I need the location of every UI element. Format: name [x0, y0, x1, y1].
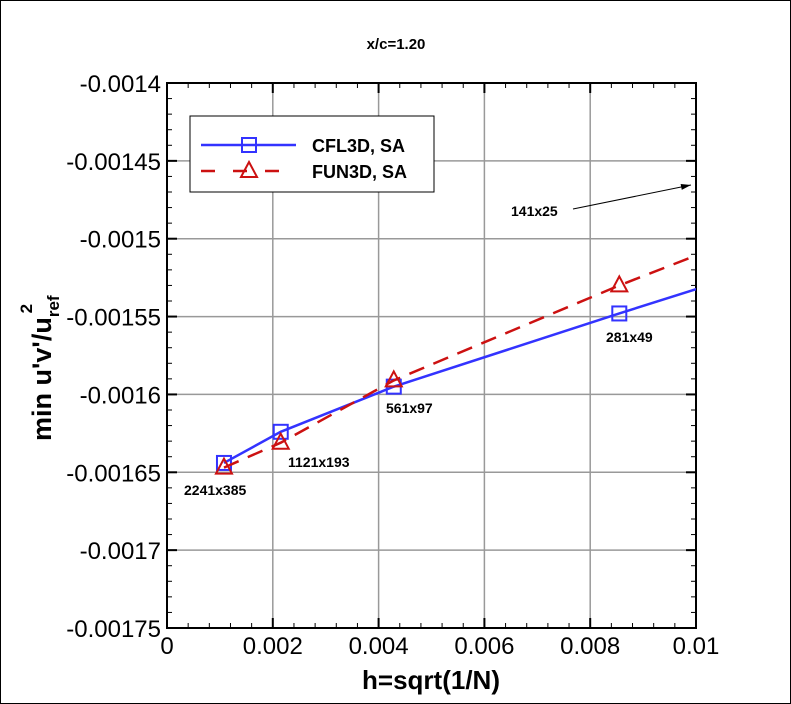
- grid-size-label: 561x97: [386, 400, 433, 416]
- square-marker: [611, 305, 628, 322]
- triangle-marker: [384, 369, 404, 388]
- y-tick-label: -0.0015: [80, 227, 161, 254]
- y-tick-label: -0.00175: [66, 616, 161, 643]
- legend-label: FUN3D, SA: [312, 162, 407, 182]
- triangle-marker: [214, 456, 234, 475]
- plot-border: [166, 82, 697, 629]
- grid-size-label: 1121x193: [288, 454, 350, 470]
- square-marker: [215, 454, 232, 471]
- y-tick-label: -0.00145: [66, 149, 161, 176]
- triangle-marker: [239, 159, 259, 178]
- y-tick-label: -0.00155: [66, 305, 161, 332]
- triangle-marker: [609, 274, 629, 293]
- x-tick-label: 0.004: [349, 633, 409, 660]
- triangle-marker: [271, 431, 291, 450]
- x-tick-label: 0.008: [560, 633, 620, 660]
- annotation-arrow: [572, 184, 692, 210]
- svg-text:min u'v'/uref2: min u'v'/uref 2: [17, 295, 63, 441]
- grid-size-label: 141x25: [511, 203, 558, 219]
- square-marker: [241, 137, 257, 153]
- legend-label: CFL3D, SA: [312, 136, 405, 156]
- x-tick-label: 0: [160, 633, 173, 660]
- y-axis-label-sup: 2: [17, 304, 36, 313]
- legend: CFL3D, SA FUN3D, SA: [189, 115, 435, 193]
- y-tick-label: -0.0016: [80, 382, 161, 409]
- y-axis-label-main: min u'v'/u: [27, 317, 57, 441]
- legend-box: [189, 115, 435, 193]
- x-tick-label: 0.002: [243, 633, 303, 660]
- x-axis-label: h=sqrt(1/N): [362, 665, 500, 695]
- x-tick-label: 0.006: [454, 633, 514, 660]
- series-line-cfl3d: [223, 287, 696, 465]
- series-line-fun3d: [223, 254, 696, 469]
- y-axis-label-sub: ref: [44, 295, 63, 317]
- y-tick-label: -0.0017: [80, 538, 161, 565]
- grid-size-label: 2241x385: [184, 482, 247, 498]
- y-tick-label: -0.00165: [66, 460, 161, 487]
- grid-size-label: 281x49: [606, 329, 653, 345]
- y-tick-label: -0.0014: [80, 71, 161, 98]
- x-tick-label: 0.01: [673, 633, 720, 660]
- y-axis-label: min u'v'/uref 2: [17, 295, 63, 441]
- square-marker: [272, 423, 289, 440]
- plot-area: [214, 254, 696, 475]
- chart-title: x/c=1.20: [367, 36, 426, 53]
